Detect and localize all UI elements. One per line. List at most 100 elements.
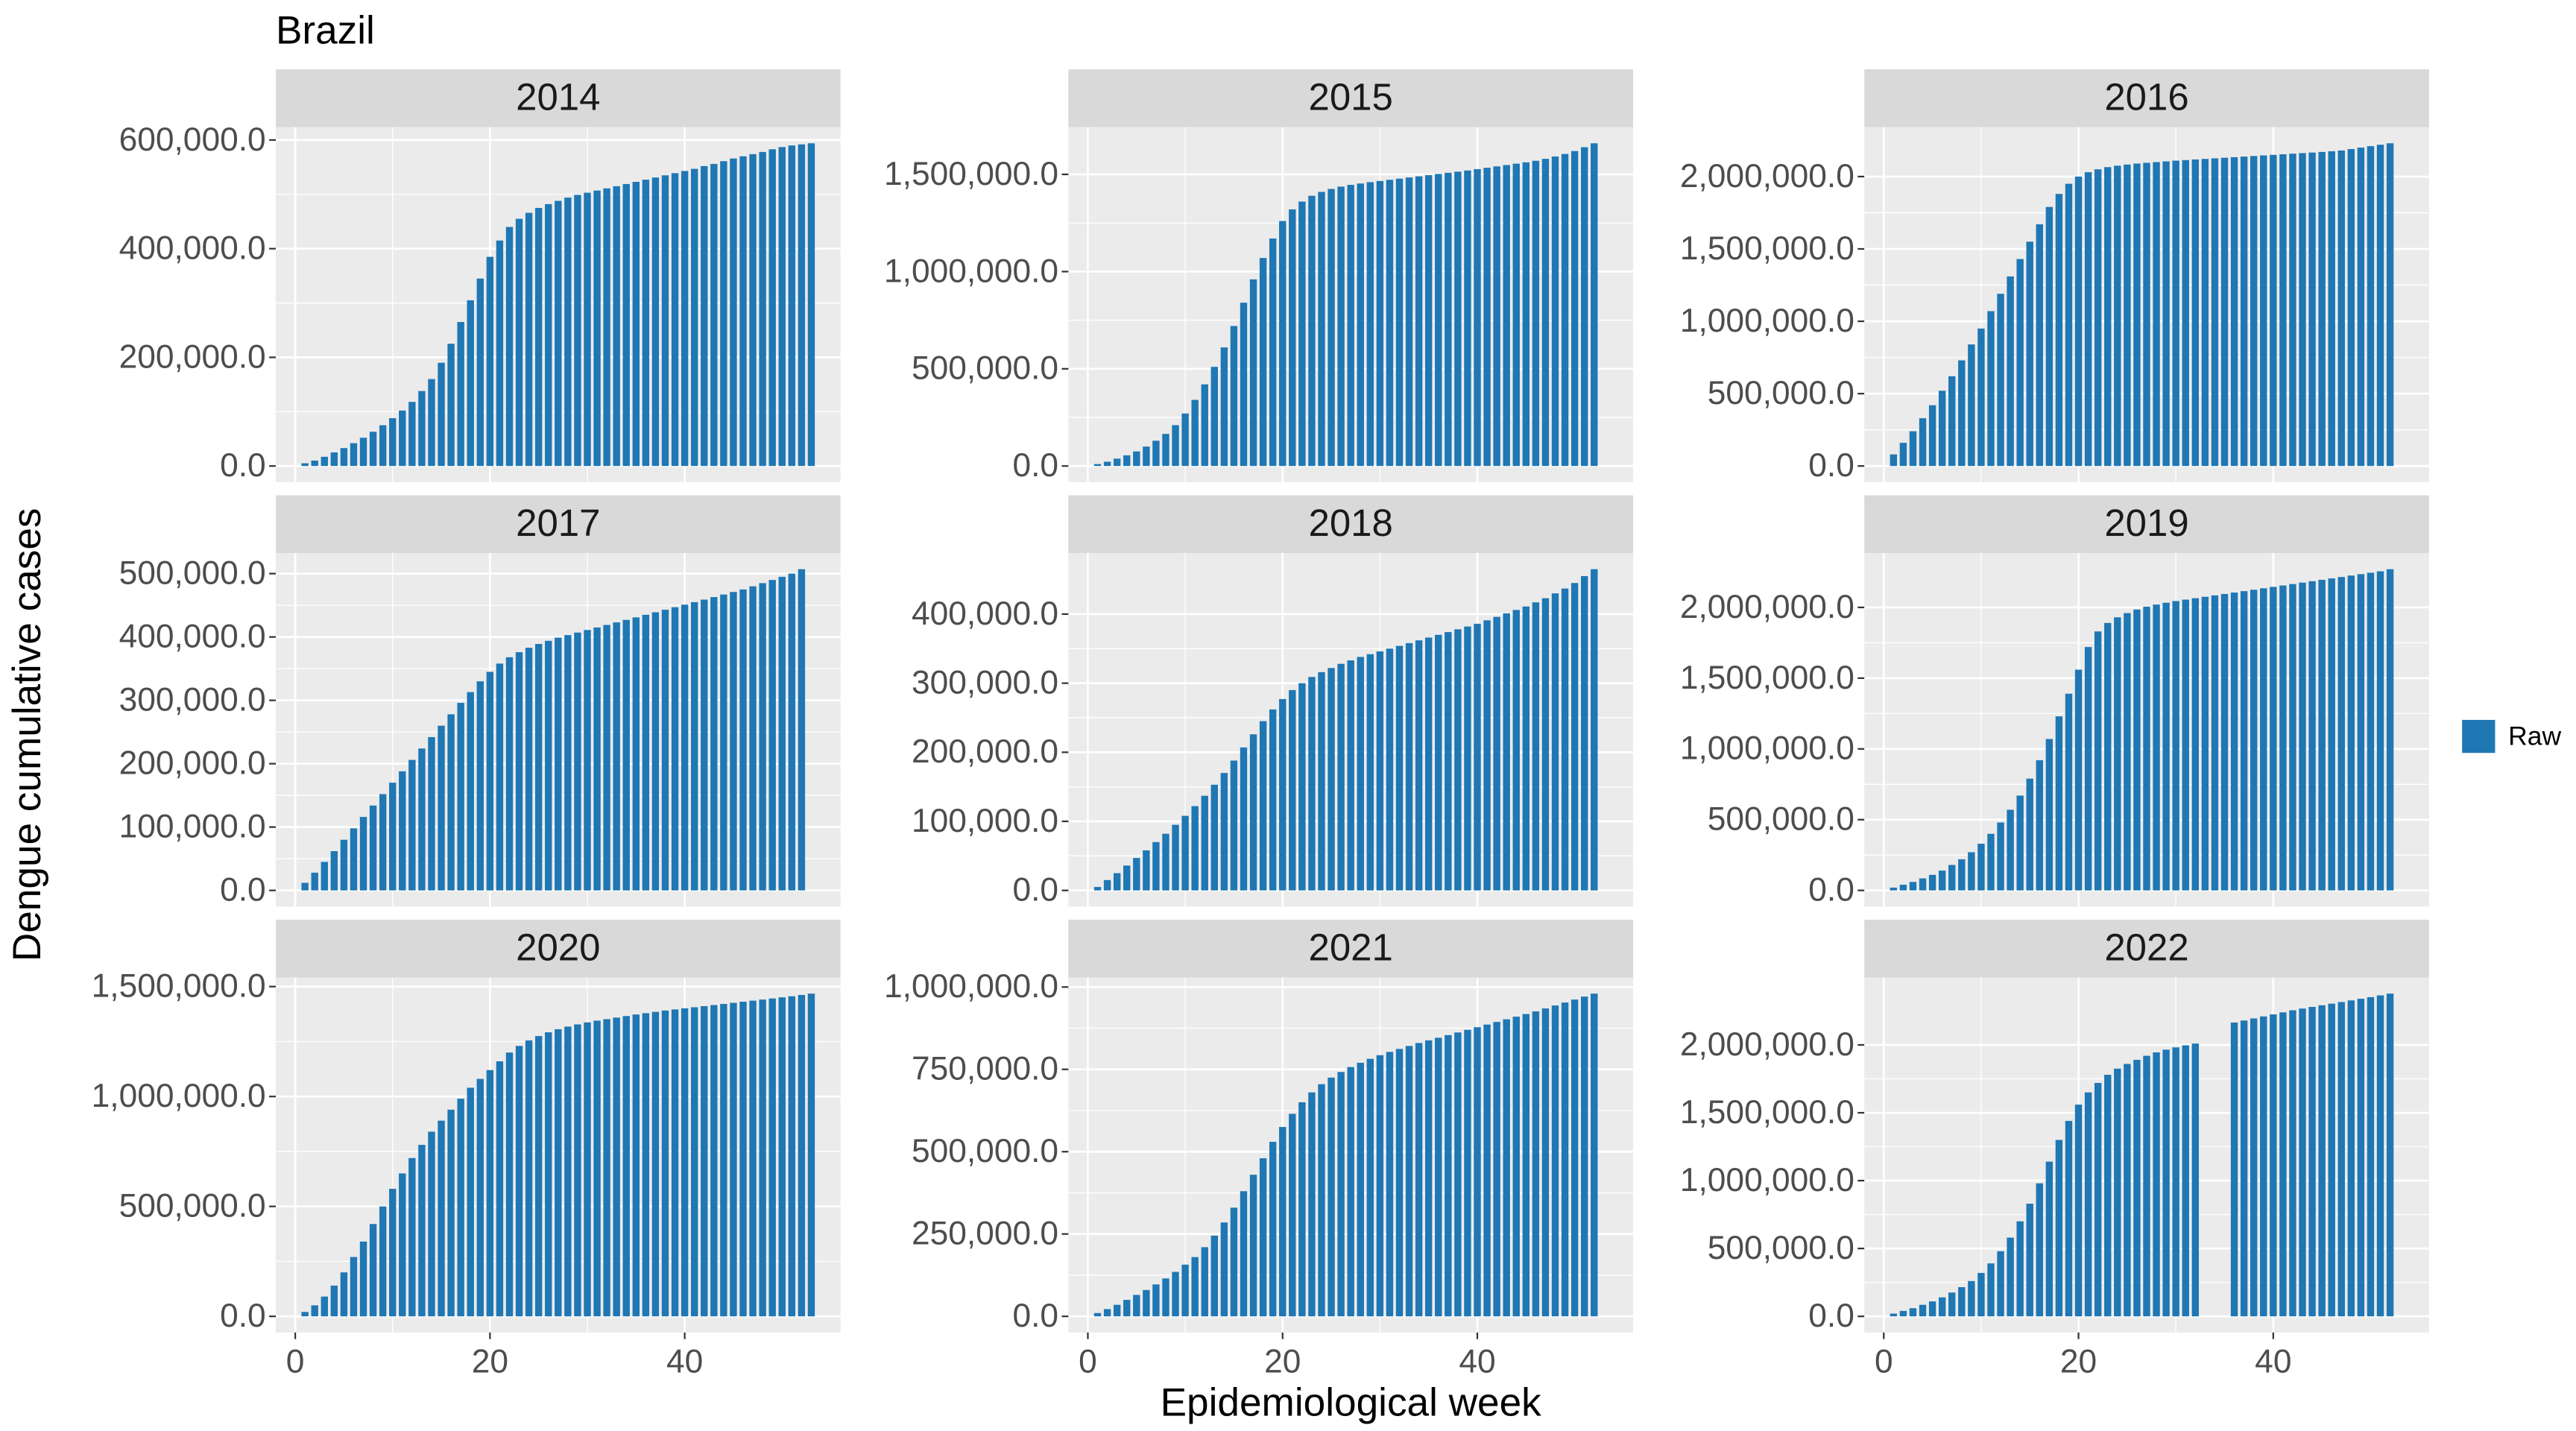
bar [2240, 157, 2248, 467]
bar [379, 1206, 387, 1317]
bar [788, 145, 796, 467]
bar [2172, 601, 2179, 891]
bar [2045, 1161, 2053, 1317]
bar [1474, 623, 1481, 891]
bar [1279, 1127, 1287, 1317]
bar [1123, 865, 1131, 891]
y-tick-label: 400,000.0 [912, 596, 1058, 632]
y-tick-label: 0.0 [1012, 1298, 1058, 1334]
bar [1928, 874, 1936, 891]
y-tick-label: 300,000.0 [119, 682, 266, 718]
bar [1386, 648, 1394, 891]
bar [311, 460, 318, 467]
bar [1977, 1272, 1985, 1317]
bar [476, 1078, 484, 1317]
bar [1435, 634, 1442, 891]
bar [321, 862, 328, 891]
bar [739, 156, 747, 467]
bar [1113, 1304, 1121, 1317]
bar [2211, 595, 2219, 891]
bar [2114, 165, 2121, 467]
bar [457, 703, 464, 891]
bar [701, 1005, 708, 1317]
bar [2094, 1082, 2102, 1317]
bar [1113, 873, 1121, 891]
bar [2308, 1006, 2316, 1317]
bar [2328, 1003, 2335, 1317]
bar [798, 994, 806, 1317]
bar [2104, 1075, 2112, 1317]
bar [1997, 1251, 2004, 1317]
bar [1220, 1222, 1228, 1317]
strip-label: 2015 [1309, 75, 1393, 118]
bar [301, 1312, 309, 1317]
bar [1201, 384, 1208, 467]
bar [1899, 1310, 1907, 1317]
bar [1968, 344, 1975, 467]
bar [2084, 1092, 2092, 1317]
bar [730, 592, 737, 891]
bar [671, 173, 679, 467]
y-tick-label: 100,000.0 [119, 809, 266, 845]
strip-label: 2019 [2104, 502, 2188, 544]
bar [613, 622, 620, 891]
bar [1347, 185, 1354, 467]
strip [1864, 69, 2429, 127]
bar [2104, 167, 2112, 467]
bar [2026, 241, 2033, 467]
bar [768, 580, 776, 891]
bar [730, 1002, 737, 1317]
y-tick-label: 1,000,000.0 [884, 968, 1058, 1005]
bar [467, 300, 474, 467]
bar [1269, 709, 1277, 891]
bar [1298, 1102, 1306, 1317]
bar [369, 432, 377, 467]
bar [1909, 882, 1917, 891]
bar [2074, 1105, 2083, 1317]
bar [788, 996, 796, 1317]
bar [681, 604, 689, 891]
bar [1143, 446, 1150, 467]
bar [613, 1017, 620, 1317]
bar [2260, 588, 2267, 891]
bar [1230, 1207, 1238, 1317]
bar [1093, 464, 1102, 467]
bar [2065, 693, 2073, 891]
bar [1541, 598, 1550, 891]
y-tick-label: 1,500,000.0 [1680, 230, 1854, 267]
bar [428, 379, 435, 467]
bar [1958, 360, 1966, 467]
bar [2299, 582, 2306, 891]
bar [2055, 194, 2063, 467]
bar [1298, 201, 1306, 467]
bar [2191, 1043, 2200, 1317]
bar [2055, 1140, 2063, 1317]
bar [622, 1016, 630, 1317]
bar [1162, 833, 1169, 891]
y-tick-label: 200,000.0 [119, 745, 266, 782]
bar [1968, 1280, 1975, 1317]
bar [1093, 1312, 1102, 1317]
bar [1890, 454, 1898, 467]
x-tick-label: 40 [2255, 1344, 2291, 1380]
bar [2104, 622, 2112, 891]
bar [1318, 192, 1325, 467]
bar [2143, 607, 2150, 891]
bar [1997, 294, 2004, 467]
y-tick-label: 750,000.0 [912, 1051, 1058, 1087]
bar [2191, 159, 2200, 467]
bar [1890, 887, 1898, 891]
bar [2124, 164, 2131, 467]
bar [428, 1131, 435, 1317]
bar [418, 748, 426, 891]
bar [1172, 824, 1179, 891]
bar [418, 1145, 426, 1317]
y-tick-label: 0.0 [1808, 1298, 1854, 1334]
bar [379, 425, 387, 467]
bar [525, 212, 533, 467]
strip [275, 919, 841, 978]
bar [2211, 158, 2219, 467]
bar [1445, 632, 1452, 891]
bar [1909, 1308, 1917, 1317]
bar [2308, 152, 2316, 467]
